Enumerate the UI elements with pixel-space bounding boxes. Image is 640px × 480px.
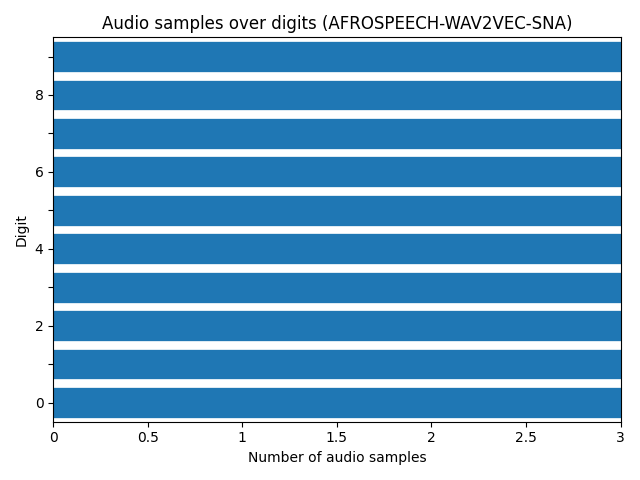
Bar xyxy=(53,348,621,379)
Title: Audio samples over digits (AFROSPEECH-WAV2VEC-SNA): Audio samples over digits (AFROSPEECH-WA… xyxy=(102,15,572,33)
Bar xyxy=(53,233,621,264)
Bar xyxy=(53,118,621,149)
Bar xyxy=(53,387,621,418)
Y-axis label: Digit: Digit xyxy=(15,213,29,246)
Bar xyxy=(53,195,621,226)
Bar xyxy=(53,41,621,72)
X-axis label: Number of audio samples: Number of audio samples xyxy=(248,451,426,465)
Bar xyxy=(53,272,621,302)
Bar xyxy=(53,156,621,187)
Bar xyxy=(53,310,621,341)
Bar xyxy=(53,80,621,110)
